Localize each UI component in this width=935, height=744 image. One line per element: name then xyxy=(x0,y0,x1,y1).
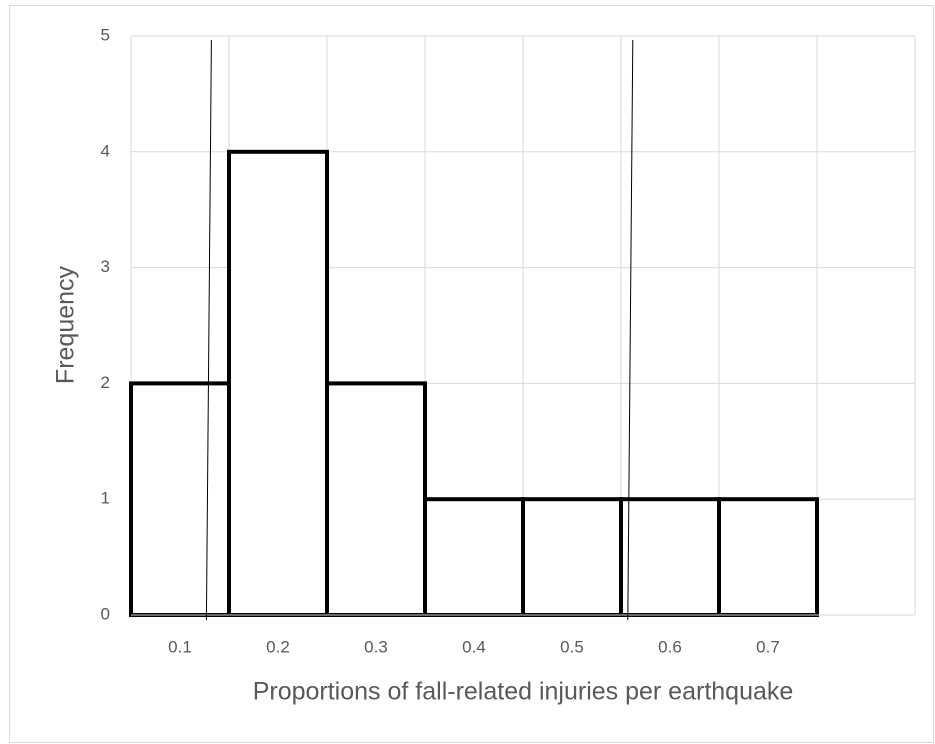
reference-line xyxy=(205,39,212,621)
reference-line xyxy=(627,39,634,621)
x-tick-label: 0.4 xyxy=(462,637,486,656)
x-tick-label: 0.5 xyxy=(560,637,584,656)
bar xyxy=(619,497,721,618)
y-tick-label: 2 xyxy=(101,373,110,392)
bar xyxy=(717,497,819,618)
x-tick-label: 0.3 xyxy=(364,637,388,656)
bar xyxy=(521,497,623,618)
x-tick-label: 0.1 xyxy=(168,637,192,656)
bar xyxy=(227,149,329,618)
y-tick-label: 3 xyxy=(101,257,110,276)
x-axis-title: Proportions of fall-related injuries per… xyxy=(253,678,794,706)
y-tick-label: 5 xyxy=(101,25,110,44)
y-tick-label: 4 xyxy=(101,141,110,160)
x-tick-label: 0.6 xyxy=(658,637,682,656)
bar xyxy=(423,497,525,618)
y-tick-label: 1 xyxy=(101,489,110,508)
chart-border xyxy=(9,5,934,743)
bar xyxy=(325,381,427,617)
y-axis-title: Frequency xyxy=(52,265,80,384)
x-tick-label: 0.2 xyxy=(266,637,290,656)
y-tick-label: 0 xyxy=(101,604,110,623)
bar xyxy=(129,381,231,617)
x-tick-label: 0.7 xyxy=(756,637,780,656)
